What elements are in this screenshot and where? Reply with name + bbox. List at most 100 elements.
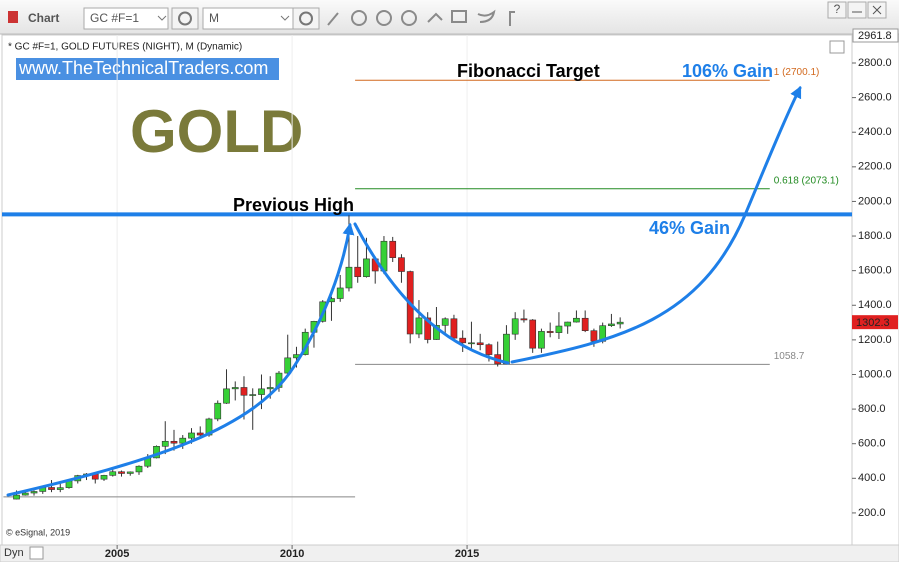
help[interactable]: ? [834,2,841,16]
y-tick-label: 1800.0 [858,230,892,242]
y-tick-label: 2800.0 [858,57,892,69]
x-tick-label: 2015 [455,548,479,560]
toolbar-title: Chart [28,11,59,25]
x-tick-label: 2010 [280,548,304,560]
candle-body [266,387,274,390]
y-tick-label: 200.0 [858,507,886,519]
restore-button[interactable] [829,40,845,54]
candle-body [433,325,440,340]
settings-button[interactable] [171,7,199,30]
chart-title: GOLD [130,98,303,165]
website: www.TheTechnicalTraders.com [18,58,268,78]
candle-body [240,387,248,396]
chart-icon [8,11,18,23]
candle-body [459,337,467,344]
candle-body [564,321,572,327]
candle-body [581,317,589,332]
y-tick-label: 600.0 [858,438,886,450]
price-axis [851,34,899,546]
candle-body [546,331,554,333]
y-tick-label: 2200.0 [858,161,892,173]
candle-body [511,318,519,335]
annotation: 46% Gain [649,218,730,238]
candle-body [249,394,257,396]
candle-body [188,432,195,439]
candle-body [389,240,397,258]
candle-body [48,487,55,490]
candle-body [214,402,222,420]
candle-body [503,333,510,365]
candle-body [476,342,484,346]
candle-body [56,487,64,490]
price-box [852,28,899,43]
interval[interactable]: M [209,11,219,25]
candle-body [223,388,230,404]
candle-body [231,387,239,390]
symbol-box[interactable] [83,7,169,30]
candle-body [109,471,117,476]
chart-header: * GC #F=1, GOLD FUTURES (NIGHT), M (Dyna… [8,42,242,53]
candle-body [336,287,344,299]
candle-body [573,317,580,323]
level-label: 0.618 (2073.1) [774,175,839,186]
website-box [16,58,279,80]
level-label: 1058.7 [774,351,805,362]
y-tick-label: 1200.0 [858,334,892,346]
mode-button[interactable] [29,546,44,560]
candle-body [196,432,204,436]
minimize-button[interactable] [847,1,867,19]
candle-body [608,323,615,326]
annotation: 106% Gain [682,61,773,81]
candle-body [161,440,169,447]
candle-body [135,465,143,473]
candle-body [13,494,20,500]
last-price: 1302.3 [856,317,890,329]
time-button[interactable] [292,7,320,30]
candle-body [616,321,624,325]
candle-body [590,330,598,342]
trend-arrows [6,85,802,497]
candle-body [538,331,545,349]
candle-body [363,258,370,278]
candle-body [529,319,537,349]
candle-body [30,491,38,494]
mode[interactable]: Dyn [4,547,24,559]
candle-body [415,317,423,335]
x-tick-label: 2005 [105,548,129,560]
candle-body [450,318,458,339]
credit: © eSignal, 2019 [6,527,70,537]
candle-body [441,318,449,326]
y-tick-label: 1000.0 [858,368,892,380]
y-tick-label: 1400.0 [858,299,892,311]
candle-body [21,492,29,496]
candle-body [258,388,265,395]
candle-body [468,342,475,345]
annotation: Fibonacci Target [457,61,600,81]
symbol[interactable]: GC #F=1 [90,11,139,25]
level-label: 1 (2700.1) [774,67,820,78]
time-axis [0,544,899,562]
y-tick-label: 1600.0 [858,265,892,277]
candle-body [170,440,178,444]
help-button[interactable] [827,1,847,19]
candle-body [424,317,432,340]
y-tick-label: 2000.0 [858,195,892,207]
candle-body [520,318,528,321]
candle-body [555,325,563,333]
y-tick-label: 800.0 [858,403,886,415]
candle-body [126,471,134,474]
annotation: Previous High [233,195,354,215]
candle-body [398,257,405,272]
y-tick-label: 2600.0 [858,92,892,104]
y-tick-label: 400.0 [858,472,886,484]
candle-body [485,344,493,355]
drawing-tools[interactable] [327,9,515,26]
candle-body [100,475,108,480]
candle-body [345,266,353,289]
top-price: 2961.8 [858,30,892,42]
y-tick-label: 2400.0 [858,126,892,138]
candle-body [179,437,187,444]
last-price-box [852,315,898,330]
candle-body [354,266,362,278]
